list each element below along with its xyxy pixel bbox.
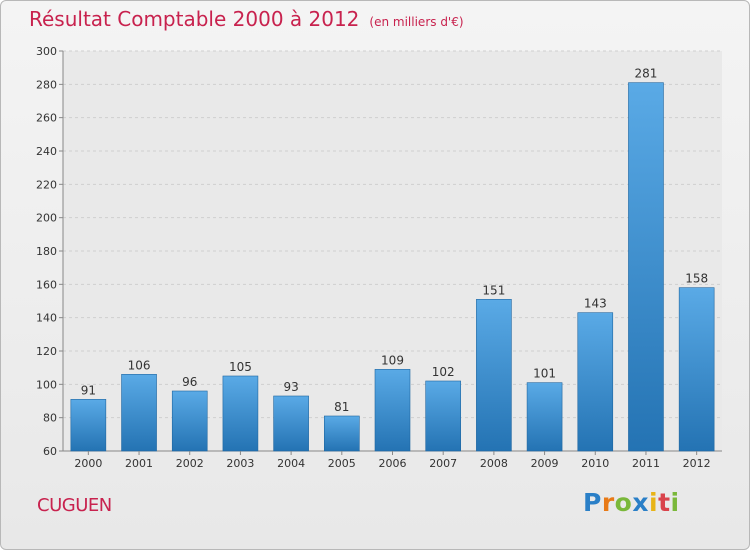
y-tick-label: 120	[36, 345, 57, 358]
y-tick-label: 240	[36, 145, 57, 158]
bar-2012	[678, 287, 715, 452]
y-tick-label: 280	[36, 78, 57, 91]
y-tick-label: 180	[36, 245, 57, 258]
data-label: 106	[128, 358, 151, 372]
x-tick-label: 2007	[429, 457, 457, 470]
proxiti-logo: Proxiti	[583, 488, 680, 517]
x-tick-label: 2002	[176, 457, 204, 470]
data-label: 101	[533, 367, 556, 381]
y-tick-label: 260	[36, 112, 57, 125]
bar-2011	[628, 82, 664, 452]
bar-2006	[374, 369, 411, 452]
data-label: 96	[182, 375, 197, 389]
bar-2008	[476, 299, 512, 452]
x-tick-label: 2006	[379, 457, 407, 470]
data-label: 151	[482, 283, 505, 297]
x-tick-label: 2005	[328, 457, 356, 470]
data-label: 91	[81, 383, 96, 397]
x-tick-label: 2012	[683, 457, 711, 470]
x-tick-label: 2000	[74, 457, 102, 470]
y-tick-label: 160	[36, 278, 57, 291]
data-label: 93	[283, 380, 298, 394]
data-label: 143	[584, 297, 607, 311]
chart-title-row: Résultat Comptable 2000 à 2012 (en millie…	[29, 7, 464, 31]
data-label: 281	[635, 67, 658, 81]
x-tick-label: 2010	[581, 457, 609, 470]
commune-name: CUGUEN	[37, 495, 112, 516]
chart-subtitle: (en milliers d'€)	[369, 15, 464, 29]
y-tick-label: 220	[36, 178, 57, 191]
data-label: 81	[334, 400, 349, 414]
bar-2004	[273, 395, 309, 452]
data-label: 102	[432, 365, 455, 379]
bar-2003	[222, 375, 259, 452]
y-tick-label: 100	[36, 378, 57, 391]
bar-2002	[171, 390, 208, 452]
y-tick-label: 200	[36, 212, 57, 225]
data-label: 105	[229, 360, 252, 374]
bar-2005	[324, 415, 360, 452]
x-tick-label: 2009	[531, 457, 559, 470]
bar-2001	[121, 374, 157, 452]
data-label: 109	[381, 353, 404, 367]
x-tick-label: 2011	[632, 457, 660, 470]
data-label: 158	[685, 272, 708, 286]
chart-title: Résultat Comptable 2000 à 2012	[29, 7, 360, 31]
x-tick-label: 2008	[480, 457, 508, 470]
y-tick-label: 80	[43, 412, 57, 425]
bar-2010	[577, 312, 614, 452]
y-tick-label: 140	[36, 312, 57, 325]
x-tick-label: 2003	[226, 457, 254, 470]
bar-2007	[425, 380, 461, 452]
bar-2000	[70, 399, 107, 452]
x-tick-label: 2001	[125, 457, 153, 470]
x-tick-label: 2004	[277, 457, 305, 470]
y-tick-label: 60	[43, 445, 57, 458]
y-tick-label: 300	[36, 45, 57, 58]
bar-2009	[526, 382, 563, 452]
